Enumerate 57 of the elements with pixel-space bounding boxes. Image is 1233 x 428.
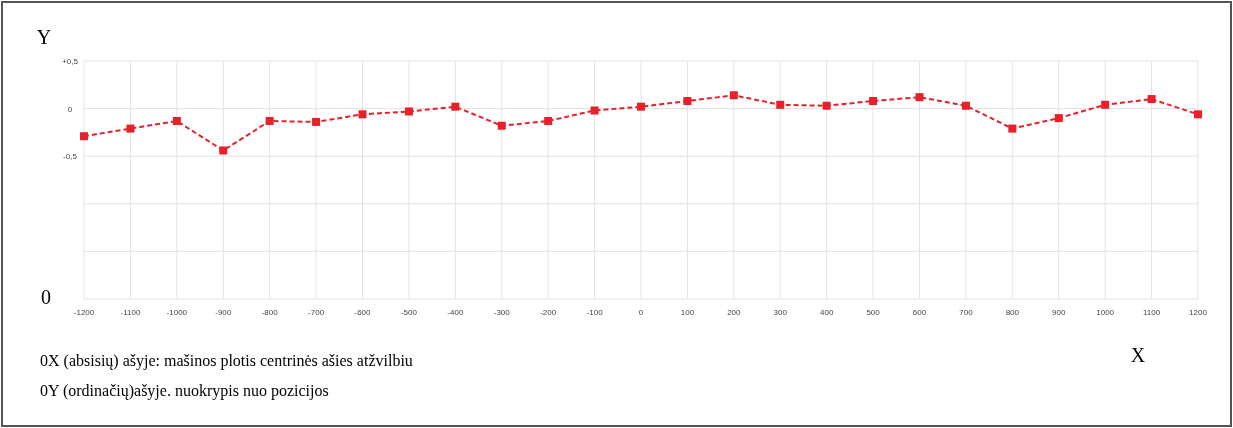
x-tick-label: -1200 <box>73 308 95 317</box>
x-tick-label: 200 <box>727 308 742 317</box>
x-tick-label: 300 <box>773 308 788 317</box>
x-tick-label: -1100 <box>120 308 141 317</box>
x-tick-label: 100 <box>680 308 695 317</box>
x-tick-label: 800 <box>1005 308 1020 317</box>
point <box>729 91 738 100</box>
x-tick-label: -800 <box>261 308 279 317</box>
x-tick-label: 1200 <box>1189 308 1208 317</box>
x-tick-label: 900 <box>1052 308 1066 317</box>
point <box>497 121 506 130</box>
point <box>404 107 413 116</box>
point <box>219 146 228 155</box>
x-tick-label: 400 <box>819 308 834 317</box>
point <box>80 132 88 141</box>
x-tick-label: 700 <box>959 308 974 317</box>
x-tick-label: 1100 <box>1142 308 1161 317</box>
point <box>358 110 367 119</box>
x-tick-label: -700 <box>308 308 325 317</box>
x-tick-label: -300 <box>493 308 511 317</box>
text: 0Y (ordinačių)ašyje. nuokrypis nuo pozicijos <box>40 382 329 400</box>
text: 0X (absisių) ašyje: mašinos plotis centrinės ašies atžvilbiu <box>40 352 413 370</box>
x-tick-label: 0 <box>638 308 644 317</box>
point <box>544 116 553 125</box>
point <box>265 116 274 125</box>
y-axis-title: Y <box>36 26 52 48</box>
point <box>776 100 785 109</box>
point <box>822 101 831 110</box>
point <box>312 117 321 126</box>
point <box>1054 114 1063 123</box>
point <box>1101 100 1110 109</box>
x-tick-label: -600 <box>354 308 372 317</box>
x-tick-label: -100 <box>586 308 604 317</box>
y-tick-label: +0,5 <box>62 57 79 66</box>
point <box>590 106 599 115</box>
x-tick-label: -200 <box>540 308 557 317</box>
point <box>961 101 970 110</box>
x-tick-label: 500 <box>866 308 881 317</box>
x-tick-label: -500 <box>400 308 418 317</box>
x-tick-label: -1000 <box>166 308 188 317</box>
point <box>126 124 135 133</box>
x-tick-label: 1000 <box>1096 308 1115 317</box>
y-tick-label: 0 <box>67 104 73 114</box>
x-axis-title: X <box>1130 344 1146 366</box>
point <box>915 93 924 102</box>
point <box>1008 124 1017 133</box>
point <box>1194 110 1202 119</box>
x-tick-label: -400 <box>447 308 464 317</box>
point <box>869 96 878 105</box>
y-tick-label: -0,5 <box>63 152 78 162</box>
point <box>683 96 692 105</box>
point <box>451 102 460 111</box>
point <box>637 102 645 111</box>
x-tick-label: 600 <box>912 308 927 317</box>
x-tick-label: -900 <box>215 308 232 317</box>
point <box>172 116 181 125</box>
point <box>1147 95 1156 104</box>
